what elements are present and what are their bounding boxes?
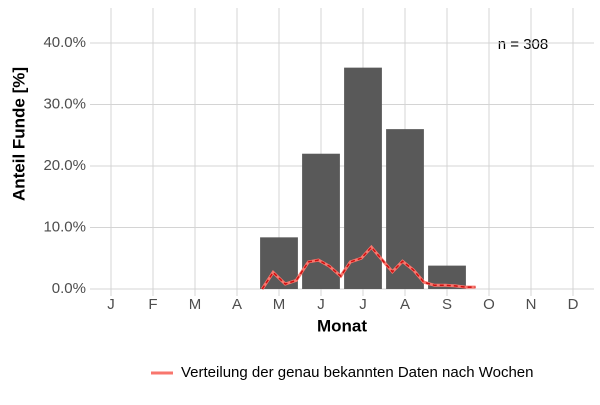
x-tick-label: A — [232, 296, 242, 313]
bar — [428, 265, 466, 289]
x-tick-label: S — [442, 296, 452, 313]
x-tick-label: F — [148, 296, 157, 313]
y-axis-label: Anteil Funde [%] — [9, 67, 28, 201]
x-tick-label: A — [400, 296, 410, 313]
x-tick-label: M — [189, 296, 202, 313]
y-tick-label: 10.0% — [43, 218, 86, 235]
y-tick-label: 0.0% — [52, 280, 86, 297]
y-tick-label: 20.0% — [43, 157, 86, 174]
x-tick-label: M — [273, 296, 286, 313]
x-tick-label: O — [483, 296, 495, 313]
x-tick-label: J — [359, 296, 367, 313]
x-tick-label: J — [317, 296, 325, 313]
bar — [302, 153, 340, 289]
x-tick-label: D — [568, 296, 579, 313]
x-tick-label: N — [526, 296, 537, 313]
annotation: n = 308 — [498, 36, 548, 53]
legend-label: Verteilung der genau bekannten Daten nac… — [181, 364, 534, 381]
x-axis-label: Monat — [317, 316, 367, 335]
y-tick-label: 30.0% — [43, 96, 86, 113]
line-dash — [261, 246, 476, 290]
y-tick-label: 40.0% — [43, 34, 86, 51]
x-tick-label: J — [107, 296, 115, 313]
